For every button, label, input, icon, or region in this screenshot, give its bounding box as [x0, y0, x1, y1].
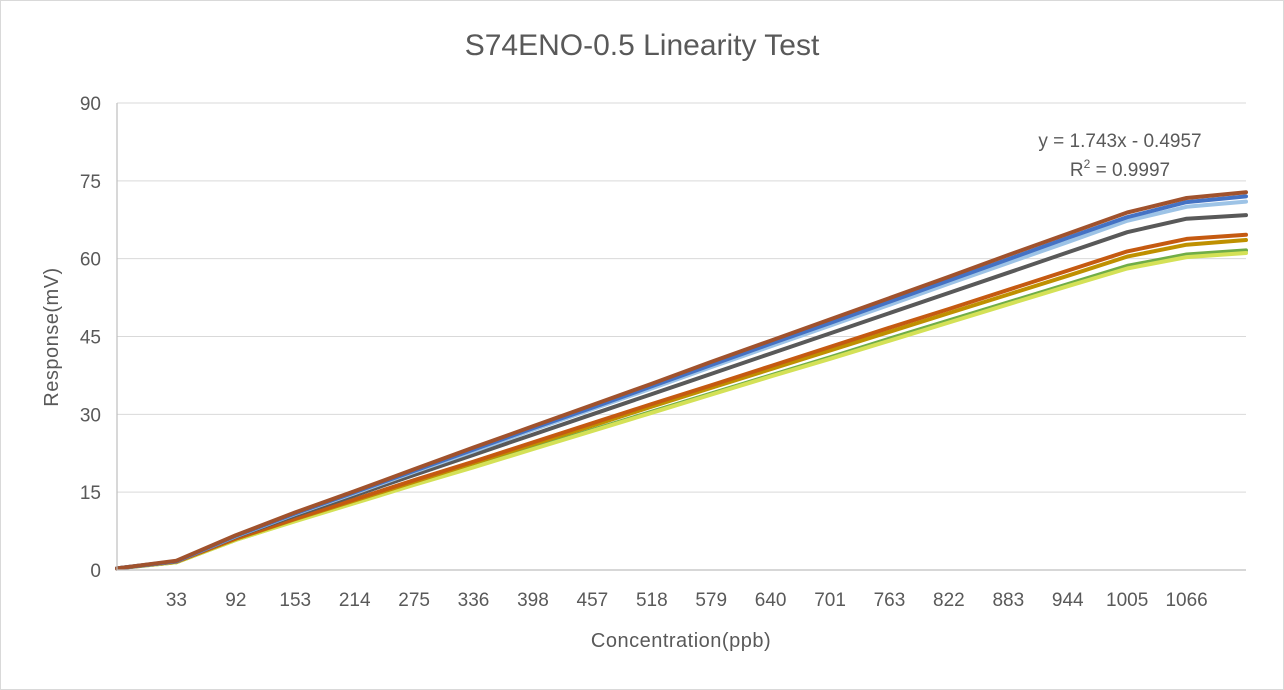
x-tick-label: 518: [636, 590, 668, 611]
x-tick-label: 214: [339, 590, 371, 611]
x-tick-label: 33: [166, 590, 187, 611]
trendline-r2: R2 = 0.9997: [1070, 157, 1170, 181]
x-tick-label: 457: [577, 590, 609, 611]
x-tick-label: 336: [458, 590, 490, 611]
y-tick-label: 45: [80, 328, 101, 349]
x-tick-label: 883: [992, 590, 1024, 611]
y-tick-label: 90: [80, 94, 101, 115]
x-tick-label: 92: [225, 590, 246, 611]
x-tick-label: 275: [398, 590, 430, 611]
x-tick-label: 1066: [1165, 590, 1207, 611]
x-tick-label: 944: [1052, 590, 1084, 611]
chart-title: S74ENO-0.5 Linearity Test: [465, 29, 820, 62]
y-tick-label: 75: [80, 172, 101, 193]
x-tick-label: 822: [933, 590, 965, 611]
x-tick-label: 1005: [1106, 590, 1148, 611]
trendline-equation: y = 1.743x - 0.4957: [1038, 131, 1201, 152]
y-tick-label: 15: [80, 483, 101, 504]
x-tick-label: 398: [517, 590, 549, 611]
series-line-1: [115, 190, 1248, 571]
series-lines: [115, 190, 1248, 571]
y-tick-label: 60: [80, 250, 101, 271]
r2-prefix: R: [1070, 160, 1084, 181]
x-tick-label: 701: [814, 590, 846, 611]
x-axis-label: Concentration(ppb): [591, 630, 771, 652]
y-axis-ticks: 0 15 30 45 60 75 90: [80, 94, 101, 582]
x-tick-label: 579: [695, 590, 727, 611]
y-tick-label: 0: [90, 561, 101, 582]
r2-value: = 0.9997: [1090, 160, 1170, 181]
x-tick-label: 640: [755, 590, 787, 611]
series-line-5: [115, 232, 1248, 571]
series-line-7: [115, 251, 1248, 571]
x-tick-label: 763: [874, 590, 906, 611]
x-tick-label: 153: [279, 590, 311, 611]
r2-superscript: 2: [1084, 157, 1091, 171]
gridlines: [117, 102, 1246, 493]
y-tick-label: 30: [80, 405, 101, 426]
x-axis-ticks: 33 92 153 214 275 336 398 457 518 579 640 701 763 822…: [166, 590, 1208, 611]
y-axis-label: Response(mV): [41, 267, 63, 406]
